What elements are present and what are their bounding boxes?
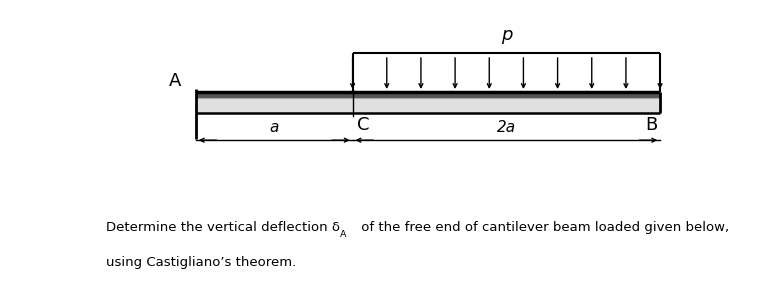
Text: 2a: 2a	[497, 120, 516, 135]
Text: Determine the vertical deflection δ: Determine the vertical deflection δ	[106, 221, 340, 234]
Text: using Castigliano’s theorem.: using Castigliano’s theorem.	[106, 256, 296, 269]
Text: of the free end of cantilever beam loaded given below,: of the free end of cantilever beam loade…	[356, 221, 729, 234]
Text: A: A	[169, 72, 181, 90]
Text: a: a	[269, 120, 279, 135]
Bar	[196, 92, 660, 113]
Text: B: B	[645, 116, 657, 134]
Text: C: C	[357, 116, 369, 134]
Text: A: A	[340, 230, 346, 239]
Text: p: p	[501, 26, 512, 44]
Bar	[196, 92, 660, 98]
